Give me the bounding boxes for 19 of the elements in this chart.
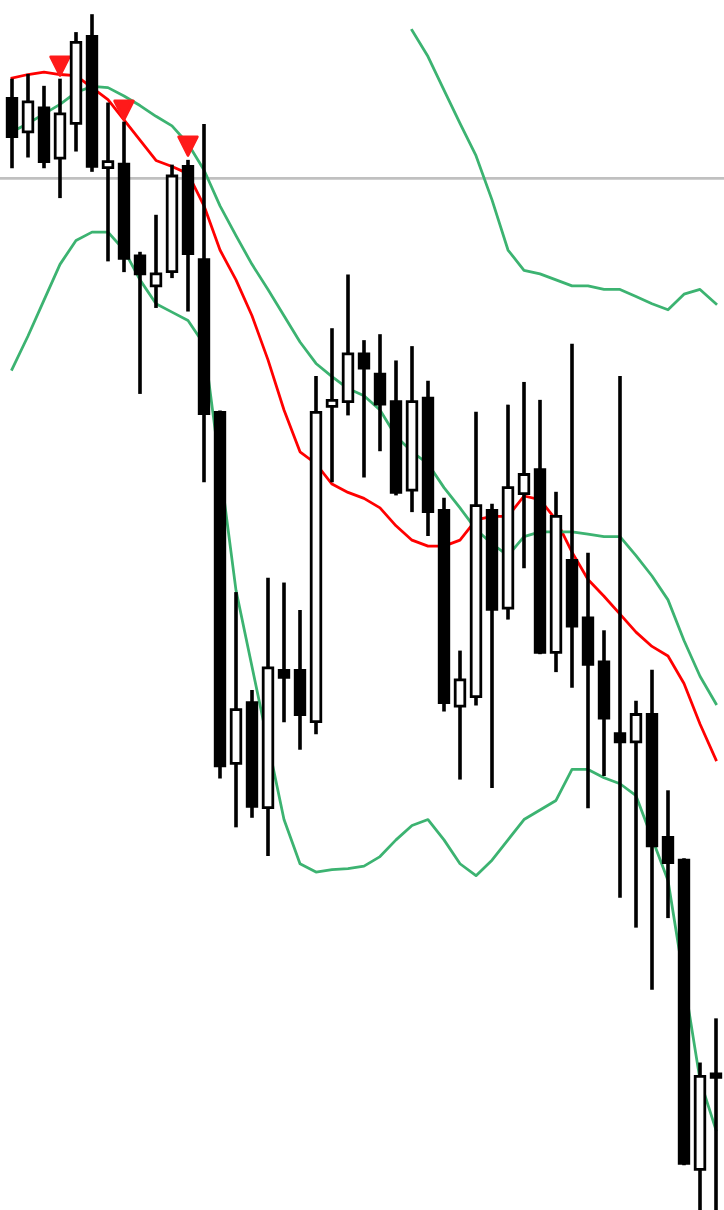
candlestick bbox=[709, 1018, 723, 1210]
candlestick bbox=[373, 334, 387, 452]
candlestick bbox=[325, 328, 339, 483]
candlestick bbox=[517, 381, 531, 569]
candlestick bbox=[53, 78, 67, 199]
candlestick bbox=[581, 552, 595, 809]
candlestick bbox=[357, 340, 371, 478]
candlestick bbox=[149, 214, 163, 308]
candlestick bbox=[453, 650, 467, 780]
candlestick bbox=[133, 251, 147, 394]
candlestick bbox=[21, 73, 35, 158]
candlestick bbox=[613, 375, 627, 898]
candlestick bbox=[341, 274, 355, 416]
candlestick bbox=[5, 78, 19, 169]
candlestick bbox=[629, 700, 643, 928]
candlestick bbox=[277, 582, 291, 723]
candlestick bbox=[101, 102, 115, 262]
candlestick bbox=[661, 790, 675, 919]
candlestick bbox=[293, 610, 307, 750]
